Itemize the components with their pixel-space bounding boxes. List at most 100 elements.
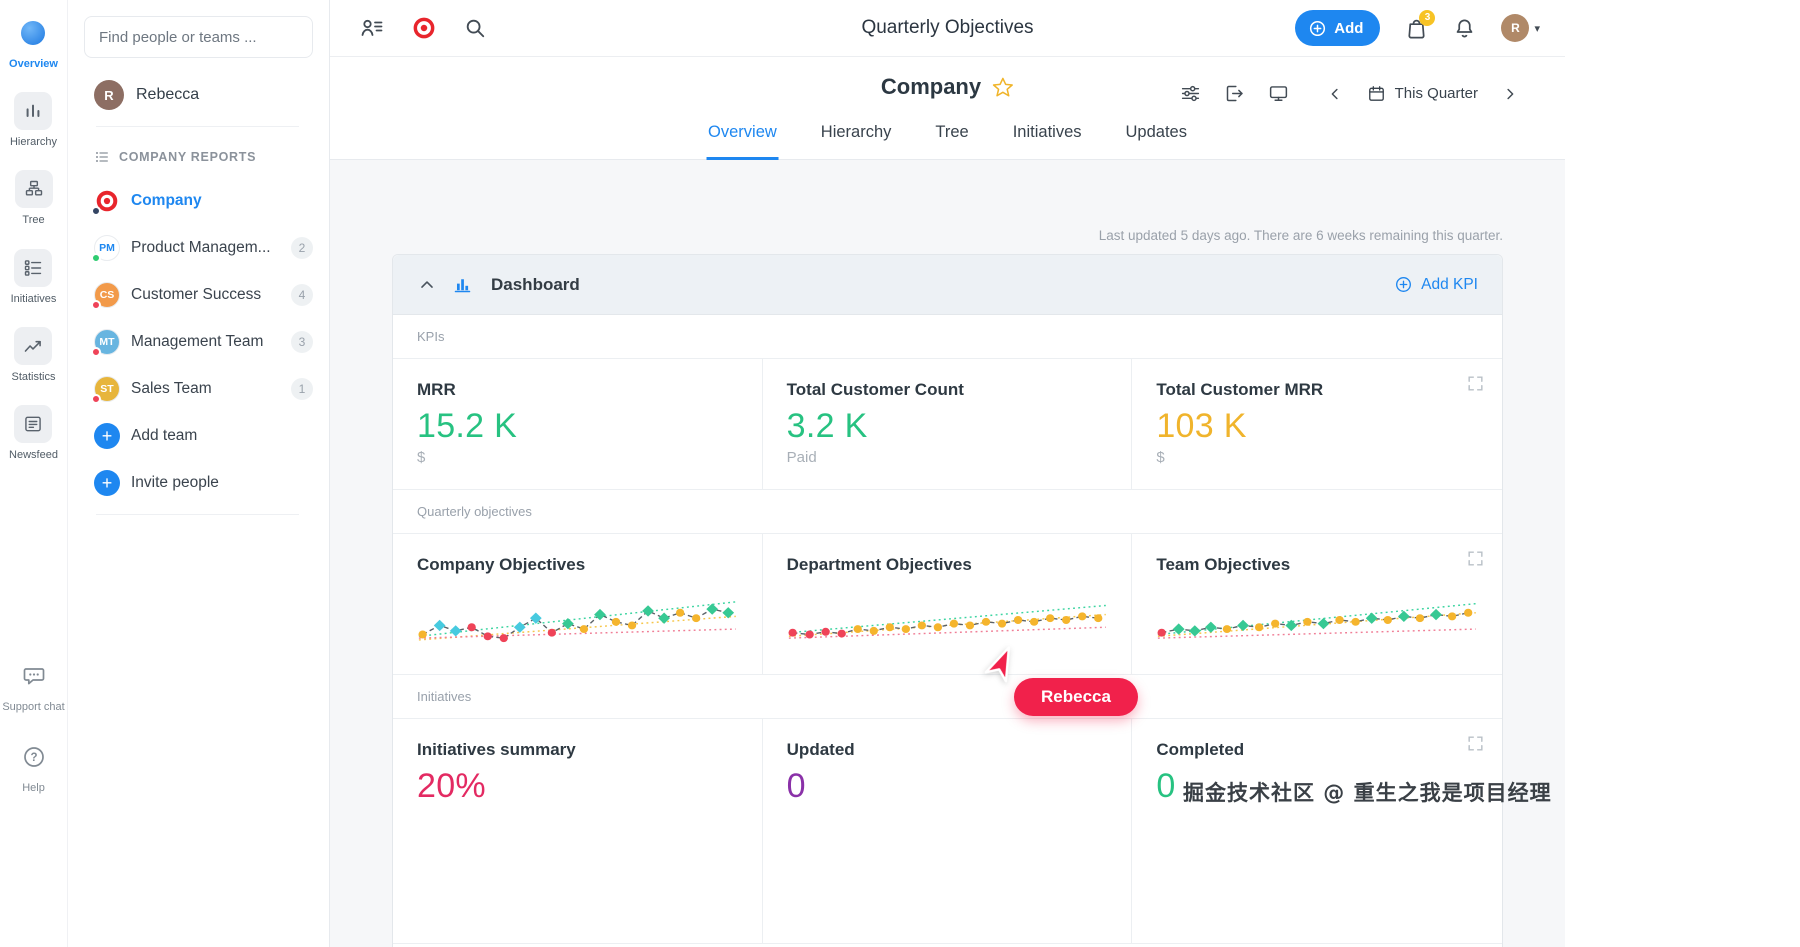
avatar: MT <box>91 328 120 357</box>
hierarchy-icon <box>14 92 53 131</box>
search-icon <box>466 19 485 38</box>
sidebar-item-customer-success[interactable]: CS Customer Success 4 <box>68 271 329 318</box>
notifications-button[interactable] <box>1453 17 1476 40</box>
kpi-value: 15.2 K <box>417 407 518 445</box>
rail-item-newsfeed[interactable]: Newsfeed <box>9 404 58 462</box>
rail-item-overview[interactable]: Overview <box>9 14 58 71</box>
sidebar-item-product-management[interactable]: PM Product Managem... 2 <box>68 224 329 271</box>
initiatives-card-row: Initiatives summary 20% Updated 0 Comple… <box>393 719 1502 944</box>
kpi-title: MRR <box>417 380 456 399</box>
sidebar-item-management-team[interactable]: MT Management Team 3 <box>68 318 329 365</box>
add-button[interactable]: Add <box>1295 10 1381 46</box>
next-period-button[interactable] <box>1501 85 1519 103</box>
objective-title: Company Objectives <box>417 555 586 574</box>
initiative-title: Updated <box>786 740 855 759</box>
kpi-card-mrr[interactable]: MRR 15.2 K $ <box>393 359 763 489</box>
rail-bottom-group: Support chat ? Help <box>2 657 65 819</box>
divider <box>96 514 299 515</box>
invite-people-label: Invite people <box>131 473 219 491</box>
search-input[interactable] <box>84 16 313 58</box>
expand-button[interactable] <box>1466 734 1485 753</box>
kpi-sub-label: Paid <box>786 449 817 466</box>
tab-overview[interactable]: Overview <box>706 110 779 160</box>
record-icon <box>413 17 435 39</box>
initiative-value: 0 <box>786 767 806 805</box>
add-kpi-button[interactable]: Add KPI <box>1394 275 1478 294</box>
sub-header: Company Th <box>330 57 1565 160</box>
rail-item-help[interactable]: ? Help <box>15 738 53 795</box>
kpi-card-row: MRR 15.2 K $ Total Customer Count 3.2 K … <box>393 359 1502 490</box>
sidebar-user-row[interactable]: R Rebecca <box>68 70 329 126</box>
team-avatar: ST <box>94 375 120 402</box>
expand-icon <box>1468 376 1483 391</box>
initiative-card-summary[interactable]: Initiatives summary 20% <box>393 719 763 943</box>
kpi-card-total-customer-count[interactable]: Total Customer Count 3.2 K Paid <box>763 359 1133 489</box>
kpis-section-label: KPIs <box>393 315 1502 359</box>
expand-icon <box>1468 736 1483 751</box>
rail-item-support-chat[interactable]: Support chat <box>2 657 65 714</box>
avatar: PM <box>91 234 120 263</box>
tree-icon <box>14 170 53 209</box>
tab-hierarchy[interactable]: Hierarchy <box>819 110 894 160</box>
presentation-mode-button[interactable] <box>1268 83 1289 104</box>
team-badge: 2 <box>291 236 313 259</box>
bell-icon <box>1457 18 1473 37</box>
company-title-line: Company <box>881 74 1014 100</box>
topbar-right-icons: Add 3 R ▾ <box>1295 9 1540 46</box>
team-avatar: MT <box>94 328 120 355</box>
kpi-title: Total Customer MRR <box>1156 380 1324 399</box>
sidebar-item-company[interactable]: Company <box>68 177 329 224</box>
cart-button[interactable]: 3 <box>1405 9 1436 40</box>
help-icon: ? <box>15 738 53 776</box>
invite-people-button[interactable]: + Invite people <box>68 459 329 506</box>
objective-card-company[interactable]: Company Objectives <box>393 534 763 674</box>
kpi-card-total-customer-mrr[interactable]: Total Customer MRR 103 K $ <box>1132 359 1502 489</box>
team-name: Sales Team <box>131 379 212 397</box>
expand-button[interactable] <box>1466 549 1485 568</box>
rail-item-initiatives[interactable]: Initiatives <box>11 248 56 306</box>
chevron-up-icon <box>421 280 433 288</box>
rail-item-statistics[interactable]: Statistics <box>11 326 56 384</box>
sidebar-item-sales-team[interactable]: ST Sales Team 1 <box>68 365 329 412</box>
team-name: Management Team <box>131 332 264 350</box>
divider <box>96 126 299 127</box>
initiative-card-updated[interactable]: Updated 0 <box>763 719 1133 943</box>
rail-item-hierarchy[interactable]: Hierarchy <box>10 92 57 149</box>
tab-updates[interactable]: Updates <box>1124 110 1189 160</box>
favorite-star-button[interactable] <box>991 76 1014 99</box>
statistics-icon <box>14 326 53 365</box>
tab-tree[interactable]: Tree <box>933 110 970 160</box>
people-list-icon <box>361 19 383 36</box>
initiative-card-completed[interactable]: Completed 0 <box>1132 719 1502 943</box>
status-dot <box>91 205 101 216</box>
export-button[interactable] <box>1224 83 1245 104</box>
team-directory-button[interactable] <box>360 16 384 40</box>
rail-item-label: Tree <box>22 214 45 227</box>
subheader-controls: This Quarter <box>1180 83 1519 104</box>
objective-card-department[interactable]: Department Objectives <box>763 534 1133 674</box>
period-selector[interactable]: This Quarter <box>1367 84 1478 103</box>
sliders-icon <box>1181 85 1199 102</box>
top-bar: Quarterly Objectives Add 3 R ▾ <box>330 0 1565 57</box>
collapse-panel-button[interactable] <box>417 275 437 295</box>
objectives-section-label: Quarterly objectives <box>393 490 1502 534</box>
rail-item-tree[interactable]: Tree <box>14 170 53 227</box>
record-target-button[interactable] <box>411 15 437 41</box>
initiative-title: Completed <box>1156 740 1245 759</box>
team-badge: 3 <box>291 330 313 353</box>
filter-sliders-button[interactable] <box>1180 83 1201 104</box>
profile-menu-button[interactable]: R ▾ <box>1501 14 1540 42</box>
company-reports-header: COMPANY REPORTS <box>68 127 329 177</box>
team-objectives-chart <box>1156 591 1478 649</box>
search-button[interactable] <box>464 17 486 39</box>
objective-card-team[interactable]: Team Objectives <box>1132 534 1502 674</box>
tab-initiatives[interactable]: Initiatives <box>1011 110 1084 160</box>
icon-rail: Overview Hierarchy Tree Initiatives Stat… <box>0 0 68 947</box>
expand-button[interactable] <box>1466 374 1485 393</box>
dashboard-chart-icon <box>452 274 473 295</box>
add-team-button[interactable]: + Add team <box>68 412 329 459</box>
previous-period-button[interactable] <box>1326 85 1344 103</box>
objective-title: Team Objectives <box>1156 555 1291 574</box>
last-updated-text: Last updated 5 days ago. There are 6 wee… <box>1098 228 1503 243</box>
profile-avatar: R <box>1501 14 1530 42</box>
